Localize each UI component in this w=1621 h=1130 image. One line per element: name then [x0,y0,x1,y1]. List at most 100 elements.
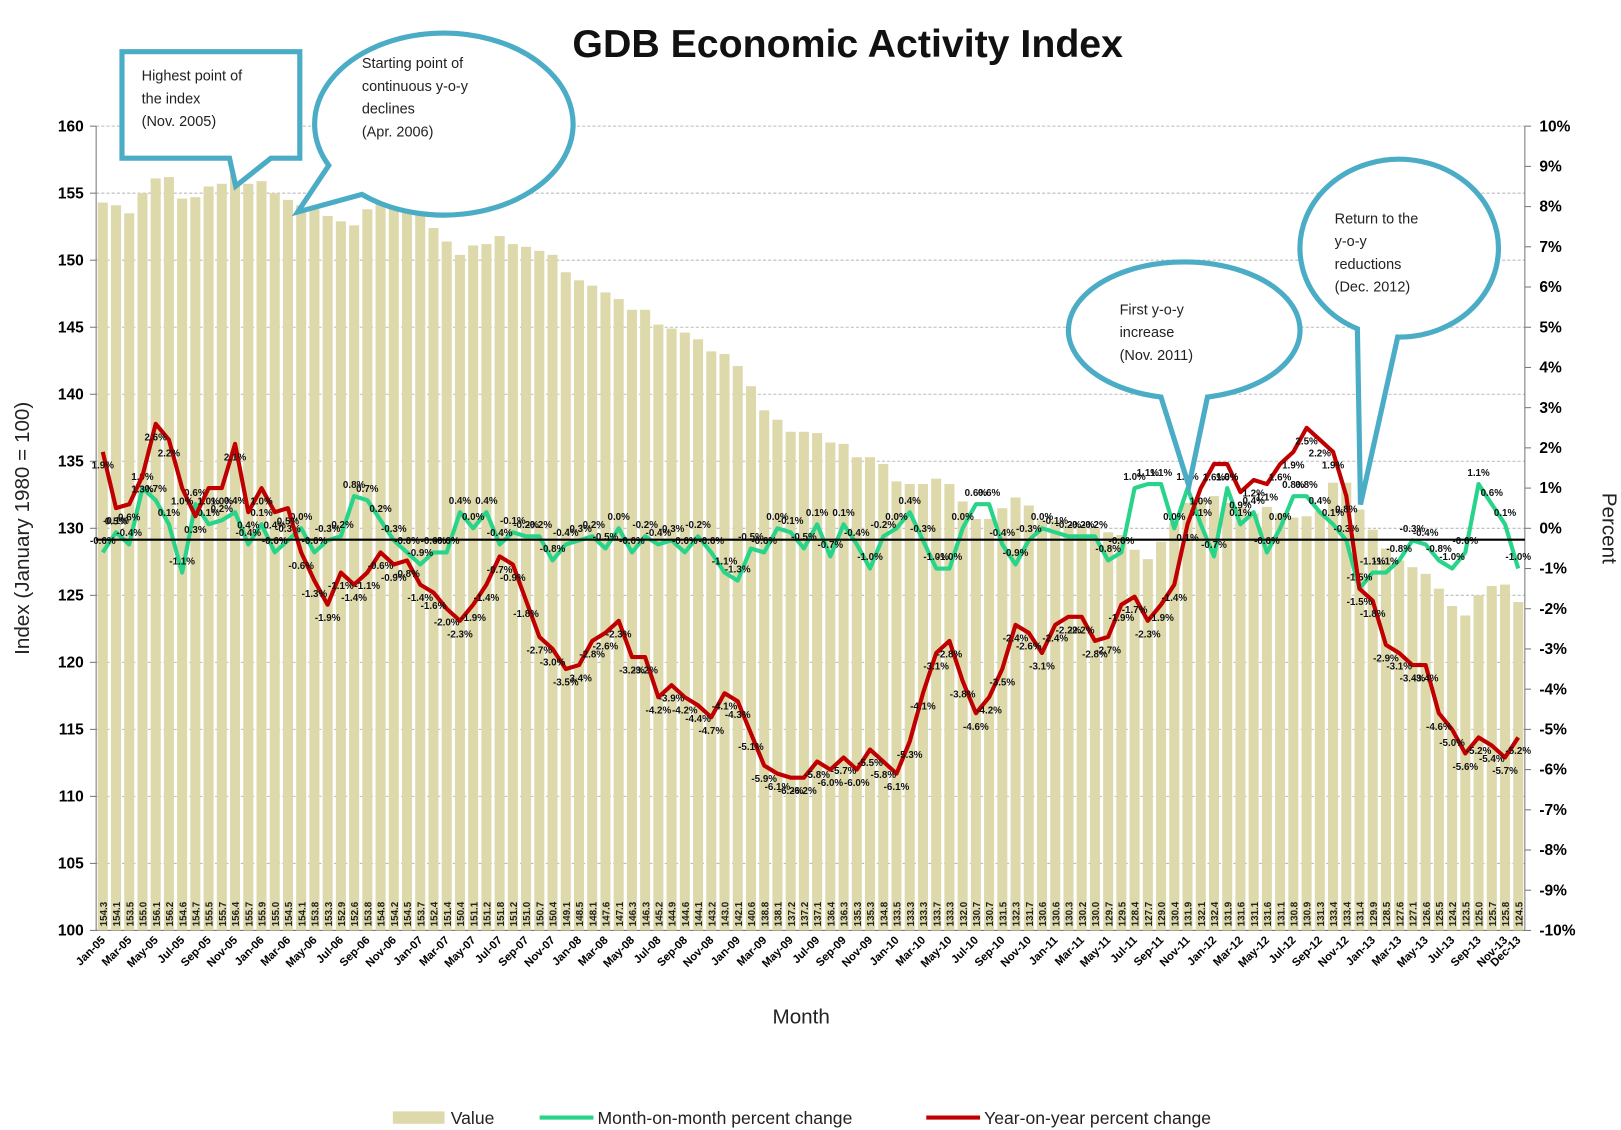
data-label: 0.2% [369,504,392,515]
data-label: 1.0% [1216,472,1239,483]
bar-value-label: 130.0 [1091,901,1102,926]
bar-value-label: 151.2 [509,901,520,926]
data-label: -2.8% [937,649,963,660]
y2-tick-label: 10% [1539,118,1570,135]
data-label: 0.1% [832,508,855,519]
bar-value-label: 138.1 [774,901,785,926]
data-label: -3.4% [566,674,592,685]
x-tick-label: Nov-11 [1158,934,1193,969]
bar-value-label: 131.1 [1276,901,1287,926]
bar-value-label: 151.8 [496,901,507,926]
legend-label: Year-on-year percent change [984,1108,1211,1128]
bar-value-label: 131.1 [1250,901,1261,926]
bar-value-label: 130.4 [1170,901,1181,926]
bar [613,299,624,931]
data-label: 0.8% [343,480,366,491]
data-label: 0.1% [1322,508,1345,519]
bar-value-label: 146.3 [641,901,652,926]
bar [1314,510,1325,931]
bar [957,501,968,931]
bar [1195,500,1206,931]
bar-value-label: 144.6 [681,901,692,926]
bar-value-label: 151.0 [522,901,533,926]
y-tick-label: 125 [58,587,84,604]
bar-value-label: 135.3 [866,901,877,926]
data-label: 0.6% [965,488,988,499]
data-label: -0.5% [791,532,817,543]
annotation: First y-o-y [1120,302,1185,318]
bar [865,457,876,931]
data-label: -0.1% [778,516,804,527]
x-axis-title: Month [772,1005,829,1028]
data-label: 1.1% [1467,468,1490,479]
bar-value-label: 124.5 [1514,901,1525,926]
bar [653,324,664,931]
bar [587,285,598,931]
data-label: -5.0% [1439,738,1465,749]
data-label: 0.8% [1282,480,1305,491]
bar [1473,595,1484,931]
y2-tick-label: -6% [1539,762,1567,779]
data-label: -0.6% [751,536,777,547]
data-label: 0.0% [1269,512,1292,523]
data-label: -3.1% [923,662,949,673]
bar [534,250,545,931]
data-label: 0.6% [184,488,207,499]
annotation: Highest point of [142,69,244,85]
y2-tick-label: 1% [1539,480,1562,497]
data-label: -0.8% [1386,544,1412,555]
bar [1486,585,1497,931]
y2-tick-label: -7% [1539,802,1567,819]
callout-bubble [1065,259,1303,497]
data-label: 0.1% [1229,508,1252,519]
bar-value-label: 136.3 [840,901,851,926]
bar-value-label: 154.1 [112,901,123,926]
bar-value-label: 130.2 [1078,901,1089,926]
data-label: -2.4% [1003,633,1029,644]
bar [349,225,360,931]
data-label: 0.0% [462,512,485,523]
data-label: -4.1% [712,702,738,713]
data-label: 1.9% [1322,460,1345,471]
data-label: 1.9% [1282,460,1305,471]
data-label: 1.1% [1137,468,1160,479]
chart-title: GDB Economic Activity Index [572,22,1123,66]
data-label: -1.9% [1109,613,1135,624]
bar [693,339,704,931]
data-label: -0.1% [500,516,526,527]
bar [256,181,267,931]
bar-value-label: 130.7 [985,901,996,926]
data-label: 0.1% [1190,508,1213,519]
data-label: -0.2% [870,520,896,531]
bar [984,518,995,931]
data-label: -6.2% [791,786,817,797]
data-label: -5.1% [738,742,764,753]
bar-value-label: 155.5 [205,901,216,926]
data-label: -0.4% [553,528,579,539]
annotation: y-o-y [1335,234,1368,250]
bar [190,197,201,931]
bar-value-label: 130.6 [1038,901,1049,926]
data-label: 0.0% [766,512,789,523]
bar [759,410,770,931]
annotation: declines [362,102,415,118]
data-label: -0.7% [818,540,844,551]
bar-value-label: 128.4 [1131,901,1142,926]
data-label: -3.5% [989,678,1015,689]
data-label: -2.6% [1016,641,1042,652]
data-label: -6.1% [765,782,791,793]
bar [428,228,439,931]
callout-bubble [1297,156,1502,506]
bar [706,351,717,931]
bar [1513,602,1524,931]
data-label: 2.6% [144,432,167,443]
bar [401,199,413,931]
data-label: -1.9% [315,613,341,624]
data-label: 1.1% [1256,493,1279,504]
y2-tick-label: 0% [1539,520,1562,537]
data-label: -2.2% [1069,625,1095,636]
data-label: -5.6% [1453,762,1479,773]
bar [1156,541,1167,931]
callout-box [119,49,303,191]
data-label: -0.5% [738,532,764,543]
